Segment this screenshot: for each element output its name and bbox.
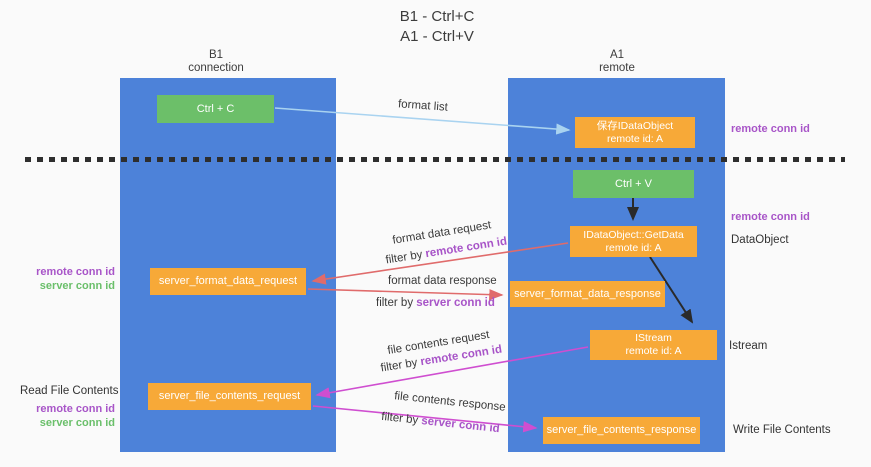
save-idataobject-line1: 保存IDataObject bbox=[596, 119, 674, 132]
left-column-header: B1 connection bbox=[156, 49, 276, 75]
title-line-2: A1 - Ctrl+V bbox=[400, 28, 474, 45]
istream-line1: IStream bbox=[635, 332, 672, 344]
ctrl-c-label: Ctrl + C bbox=[196, 102, 235, 115]
right-remote-conn-id-top: remote conn id bbox=[731, 123, 810, 135]
filter-by-text: filter by bbox=[379, 356, 422, 375]
server-file-contents-request-label: server_file_contents_request bbox=[158, 390, 301, 402]
server-conn-id-text: server conn id bbox=[416, 297, 495, 309]
getdata-line2: remote id: A bbox=[605, 241, 662, 254]
server-format-data-request-label: server_format_data_request bbox=[158, 275, 298, 287]
left-server-conn-id-1: server conn id bbox=[39, 280, 115, 292]
left-column-name: B1 bbox=[208, 49, 224, 61]
right-column-subtitle: remote bbox=[599, 62, 635, 74]
diagram-title: B1 - Ctrl+C A1 - Ctrl+V bbox=[352, 7, 522, 47]
file-contents-response-label: file contents response bbox=[393, 390, 507, 414]
server-format-data-response-label: server_format_data_response bbox=[514, 287, 661, 300]
server-format-data-response-box: server_format_data_response bbox=[510, 281, 665, 307]
istream-margin-label: Istream bbox=[729, 340, 768, 352]
format-data-response-arrow bbox=[307, 288, 504, 301]
dataobject-label: DataObject bbox=[731, 234, 789, 246]
read-file-contents-label: Read File Contents bbox=[20, 385, 119, 397]
save-idataobject-line2: remote id: A bbox=[606, 132, 664, 145]
left-remote-conn-id-2: remote conn id bbox=[36, 403, 115, 415]
server-conn-id-text: server conn id bbox=[420, 415, 501, 436]
filter-by-text: filter by bbox=[384, 248, 427, 267]
filter-by-text: filter by bbox=[380, 410, 422, 427]
save-idataobject-box: 保存IDataObject remote id: A bbox=[575, 117, 695, 148]
filter-by-server-conn-id-label-1: filter by server conn id bbox=[376, 297, 495, 309]
right-remote-conn-id-mid: remote conn id bbox=[731, 211, 810, 223]
filter-by-server-conn-id-label-2: filter by server conn id bbox=[381, 411, 500, 435]
title-line-1: B1 - Ctrl+C bbox=[399, 8, 475, 25]
filter-by-text: filter by bbox=[376, 297, 417, 309]
istream-box: IStream remote id: A bbox=[590, 330, 717, 360]
ctrl-v-box: Ctrl + V bbox=[573, 170, 694, 198]
left-server-conn-id-2: server conn id bbox=[39, 417, 115, 429]
server-file-contents-response-label: server_file_contents_response bbox=[546, 424, 697, 436]
getdata-line1: IDataObject::GetData bbox=[583, 228, 684, 241]
ctrl-v-label: Ctrl + V bbox=[615, 177, 652, 190]
left-column-subtitle: connection bbox=[188, 62, 244, 74]
istream-line2: remote id: A bbox=[625, 345, 682, 357]
ctrl-c-box: Ctrl + C bbox=[157, 95, 274, 123]
left-remote-conn-id-1: remote conn id bbox=[36, 266, 115, 278]
format-list-label: format list bbox=[397, 98, 449, 114]
phase-separator-dashed-line bbox=[25, 157, 845, 162]
server-file-contents-request-box: server_file_contents_request bbox=[148, 383, 311, 410]
right-column-header: A1 remote bbox=[557, 49, 677, 75]
server-format-data-request-box: server_format_data_request bbox=[150, 268, 306, 295]
format-data-response-label: format data response bbox=[388, 275, 497, 287]
idataobject-getdata-box: IDataObject::GetData remote id: A bbox=[570, 226, 697, 257]
server-file-contents-response-box: server_file_contents_response bbox=[543, 417, 700, 444]
write-file-contents-label: Write File Contents bbox=[733, 424, 831, 436]
right-column-name: A1 bbox=[609, 49, 625, 61]
